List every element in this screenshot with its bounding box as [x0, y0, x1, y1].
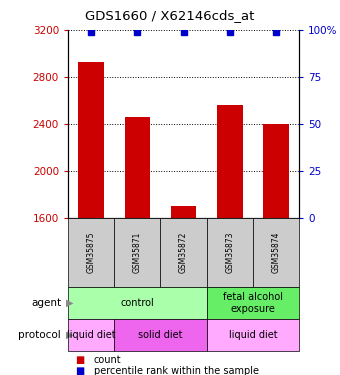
Bar — [171, 206, 196, 218]
Text: solid diet: solid diet — [138, 330, 183, 340]
Text: GSM35875: GSM35875 — [87, 231, 96, 273]
Text: GSM35871: GSM35871 — [133, 231, 142, 273]
Bar — [79, 62, 104, 217]
Text: control: control — [120, 298, 154, 308]
Text: fetal alcohol
exposure: fetal alcohol exposure — [223, 292, 283, 314]
Text: count: count — [94, 355, 121, 365]
Text: GSM35873: GSM35873 — [225, 231, 234, 273]
Text: ▶: ▶ — [66, 330, 74, 340]
Bar — [125, 117, 150, 218]
Bar — [217, 105, 242, 218]
Text: ■: ■ — [75, 355, 84, 365]
Bar — [264, 124, 289, 218]
Text: GSM35872: GSM35872 — [179, 231, 188, 273]
Text: GSM35874: GSM35874 — [272, 231, 280, 273]
Text: ▶: ▶ — [66, 298, 74, 308]
Text: percentile rank within the sample: percentile rank within the sample — [94, 366, 258, 375]
Text: agent: agent — [31, 298, 61, 308]
Text: liquid diet: liquid diet — [67, 330, 116, 340]
Text: protocol: protocol — [18, 330, 61, 340]
Text: ■: ■ — [75, 366, 84, 375]
Text: GDS1660 / X62146cds_at: GDS1660 / X62146cds_at — [85, 9, 255, 22]
Text: liquid diet: liquid diet — [228, 330, 277, 340]
